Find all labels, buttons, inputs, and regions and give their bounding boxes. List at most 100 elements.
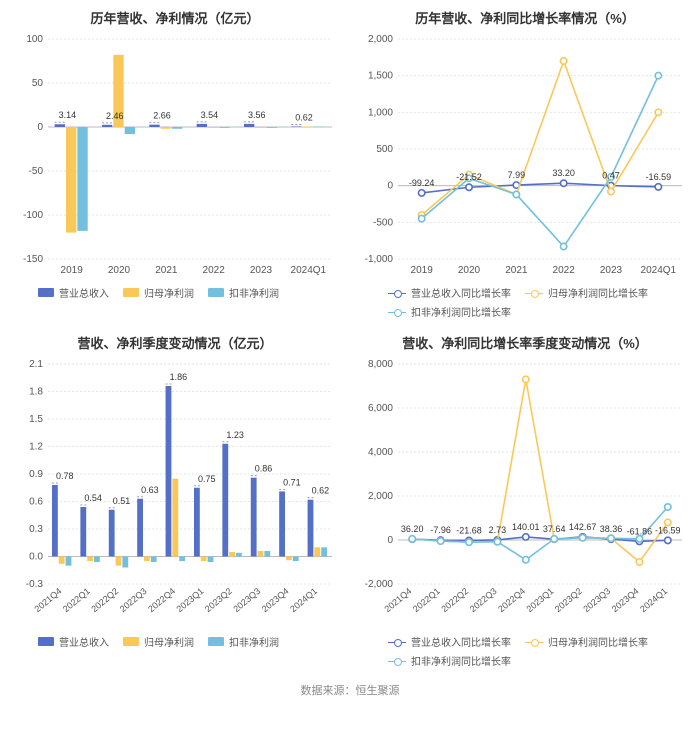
legend-bl: 营业总收入 归母净利润 扣非净利润 xyxy=(10,630,340,651)
svg-text:0.63: 0.63 xyxy=(141,485,159,495)
legend-swatch xyxy=(388,288,406,298)
svg-text:3.14: 3.14 xyxy=(59,110,77,120)
legend-item: 归母净利润 xyxy=(123,285,194,300)
legend-label: 归母净利润同比增长率 xyxy=(548,285,648,300)
title-bl: 营收、净利季度变动情况（亿元） xyxy=(10,333,340,352)
svg-text:50: 50 xyxy=(32,78,44,89)
svg-text:33.20: 33.20 xyxy=(552,168,575,178)
svg-text:-150: -150 xyxy=(23,254,43,265)
svg-text:2.66: 2.66 xyxy=(153,111,171,121)
legend-swatch xyxy=(38,637,54,646)
svg-text:-16.59: -16.59 xyxy=(655,525,681,535)
svg-text:2020: 2020 xyxy=(458,265,481,276)
legend-swatch xyxy=(38,288,54,297)
svg-text:2024Q1: 2024Q1 xyxy=(641,265,677,276)
svg-text:1,500: 1,500 xyxy=(368,71,393,82)
svg-text:2023Q3: 2023Q3 xyxy=(581,586,612,614)
legend-item: 扣非净利润 xyxy=(208,285,279,300)
svg-text:2.1: 2.1 xyxy=(29,359,43,370)
svg-text:500: 500 xyxy=(376,144,393,155)
legend-swatch xyxy=(388,656,406,666)
legend-label: 扣非净利润同比增长率 xyxy=(411,653,511,668)
legend-swatch xyxy=(208,288,224,297)
svg-text:0.71: 0.71 xyxy=(283,477,301,487)
svg-text:1.23: 1.23 xyxy=(226,430,244,440)
svg-text:-500: -500 xyxy=(373,217,393,228)
svg-text:2022Q1: 2022Q1 xyxy=(61,586,92,614)
legend-swatch xyxy=(525,637,543,647)
svg-text:4,000: 4,000 xyxy=(368,447,393,458)
svg-text:142.67: 142.67 xyxy=(569,522,597,532)
svg-text:2.73: 2.73 xyxy=(489,525,507,535)
legend-item: 营业总收入 xyxy=(38,285,109,300)
svg-text:0.6: 0.6 xyxy=(29,497,43,508)
svg-text:1.8: 1.8 xyxy=(29,387,43,398)
legend-item: 扣非净利润同比增长率 xyxy=(388,653,511,668)
legend-label: 归母净利润 xyxy=(144,634,194,649)
legend-swatch xyxy=(123,637,139,646)
svg-text:2024Q1: 2024Q1 xyxy=(638,586,669,614)
svg-text:1.86: 1.86 xyxy=(170,372,188,382)
chart-br: -2,00002,0004,0006,0008,00036.20-7.96-21… xyxy=(360,358,690,630)
svg-text:2021: 2021 xyxy=(155,265,178,276)
svg-text:3.54: 3.54 xyxy=(201,110,219,120)
svg-text:2023Q2: 2023Q2 xyxy=(553,586,584,614)
svg-text:-1,000: -1,000 xyxy=(365,254,394,265)
legend-item: 归母净利润 xyxy=(123,634,194,649)
svg-text:36.20: 36.20 xyxy=(401,524,424,534)
chart-tl: -150-100-500501003.142.462.663.543.560.6… xyxy=(10,33,340,281)
legend-swatch xyxy=(525,288,543,298)
svg-text:0: 0 xyxy=(387,535,393,546)
data-source-footer: 数据来源：恒生聚源 xyxy=(0,674,700,712)
svg-text:0.54: 0.54 xyxy=(84,493,102,503)
svg-text:2023Q3: 2023Q3 xyxy=(231,586,262,614)
svg-text:2023Q4: 2023Q4 xyxy=(610,586,641,614)
svg-text:-21.52: -21.52 xyxy=(456,172,482,182)
legend-label: 归母净利润 xyxy=(144,285,194,300)
svg-text:2023Q1: 2023Q1 xyxy=(175,586,206,614)
svg-text:0.47: 0.47 xyxy=(602,171,620,181)
title-br: 营收、净利同比增长率季度变动情况（%） xyxy=(360,333,690,352)
svg-text:2022Q4: 2022Q4 xyxy=(496,586,527,614)
legend-item: 扣非净利润 xyxy=(208,634,279,649)
legend-tl: 营业总收入 归母净利润 扣非净利润 xyxy=(10,281,340,302)
svg-text:-21.68: -21.68 xyxy=(456,525,482,535)
legend-item: 归母净利润同比增长率 xyxy=(525,285,648,300)
legend-label: 营业总收入同比增长率 xyxy=(411,285,511,300)
legend-label: 扣非净利润 xyxy=(229,285,279,300)
svg-text:2023Q2: 2023Q2 xyxy=(203,586,234,614)
svg-text:38.36: 38.36 xyxy=(600,524,623,534)
svg-text:2024Q1: 2024Q1 xyxy=(291,265,327,276)
legend-tr: 营业总收入同比增长率归母净利润同比增长率扣非净利润同比增长率 xyxy=(360,281,690,321)
svg-text:-16.59: -16.59 xyxy=(646,172,672,182)
legend-item: 营业总收入 xyxy=(38,634,109,649)
svg-text:0: 0 xyxy=(37,122,43,133)
legend-label: 扣非净利润 xyxy=(229,634,279,649)
svg-text:7.99: 7.99 xyxy=(508,170,526,180)
svg-text:0.78: 0.78 xyxy=(56,471,74,481)
svg-text:0.75: 0.75 xyxy=(198,474,216,484)
svg-text:2021Q4: 2021Q4 xyxy=(383,586,414,614)
svg-text:6,000: 6,000 xyxy=(368,403,393,414)
legend-item: 归母净利润同比增长率 xyxy=(525,634,648,649)
svg-text:2024Q1: 2024Q1 xyxy=(288,586,319,614)
svg-text:2023Q1: 2023Q1 xyxy=(525,586,556,614)
svg-text:2019: 2019 xyxy=(61,265,84,276)
svg-text:2022Q2: 2022Q2 xyxy=(89,586,120,614)
svg-text:2,000: 2,000 xyxy=(368,491,393,502)
svg-text:2020: 2020 xyxy=(108,265,131,276)
svg-text:2022Q4: 2022Q4 xyxy=(146,586,177,614)
svg-text:0.62: 0.62 xyxy=(295,112,313,122)
panel-bottom-left: 营收、净利季度变动情况（亿元） -0.30.00.30.60.91.21.51.… xyxy=(0,325,350,674)
legend-label: 营业总收入 xyxy=(59,285,109,300)
legend-item: 营业总收入同比增长率 xyxy=(388,285,511,300)
chart-grid: 历年营收、净利情况（亿元） -150-100-500501003.142.462… xyxy=(0,0,700,674)
chart-tr: -1,000-50005001,0001,5002,000-99.24-21.5… xyxy=(360,33,690,281)
svg-text:0.0: 0.0 xyxy=(29,552,43,563)
svg-text:2022Q3: 2022Q3 xyxy=(118,586,149,614)
svg-text:2022Q1: 2022Q1 xyxy=(411,586,442,614)
panel-bottom-right: 营收、净利同比增长率季度变动情况（%） -2,00002,0004,0006,0… xyxy=(350,325,700,674)
panel-top-left: 历年营收、净利情况（亿元） -150-100-500501003.142.462… xyxy=(0,0,350,325)
legend-label: 营业总收入同比增长率 xyxy=(411,634,511,649)
svg-text:0.62: 0.62 xyxy=(312,486,330,496)
